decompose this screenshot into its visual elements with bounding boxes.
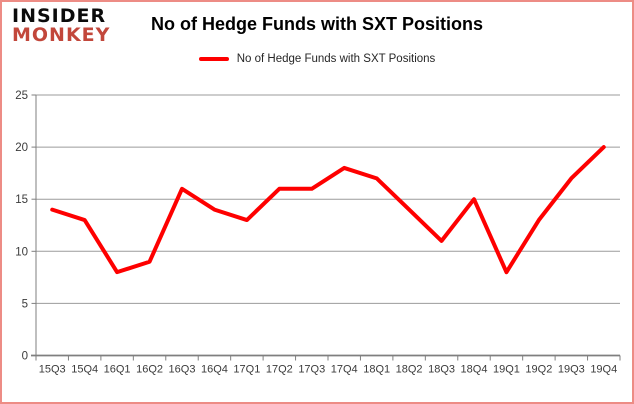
x-tick-16Q3: 16Q3 [169,364,196,376]
x-tick-16Q1: 16Q1 [104,364,131,376]
svg-text:25: 25 [15,90,28,102]
svg-text:20: 20 [15,142,28,154]
logo-line-insider: INSIDER [12,5,107,27]
x-tick-18Q1: 18Q1 [363,364,390,376]
x-tick-15Q4: 15Q4 [71,364,98,376]
x-tick-19Q3: 19Q3 [558,364,585,376]
x-tick-18Q4: 18Q4 [461,364,488,376]
svg-text:10: 10 [15,246,28,258]
legend: No of Hedge Funds with SXT Positions [2,53,632,65]
svg-text:0: 0 [22,351,28,363]
series-line [50,145,606,275]
x-tick-15Q3: 15Q3 [39,364,66,376]
x-tick-16Q4: 16Q4 [201,364,228,376]
x-tick-17Q2: 17Q2 [266,364,293,376]
logo-line-monkey: MONKEY [12,23,111,46]
x-tick-19Q2: 19Q2 [525,364,552,376]
x-tick-18Q2: 18Q2 [396,364,423,376]
x-tick-16Q2: 16Q2 [136,364,163,376]
x-tick-17Q1: 17Q1 [233,364,260,376]
svg-text:15: 15 [15,194,28,206]
legend-label: No of Hedge Funds with SXT Positions [236,53,436,65]
x-tick-19Q1: 19Q1 [493,364,520,376]
x-tick-17Q4: 17Q4 [331,364,358,376]
chart-title: No of Hedge Funds with SXT Positions [151,14,483,34]
svg-text:5: 5 [22,298,28,310]
x-tick-18Q3: 18Q3 [428,364,455,376]
x-tick-17Q3: 17Q3 [298,364,325,376]
legend-line-swatch [198,57,229,61]
x-tick-19Q4: 19Q4 [590,364,617,376]
insider-monkey-logo: INSIDER MONKEY [12,7,110,44]
